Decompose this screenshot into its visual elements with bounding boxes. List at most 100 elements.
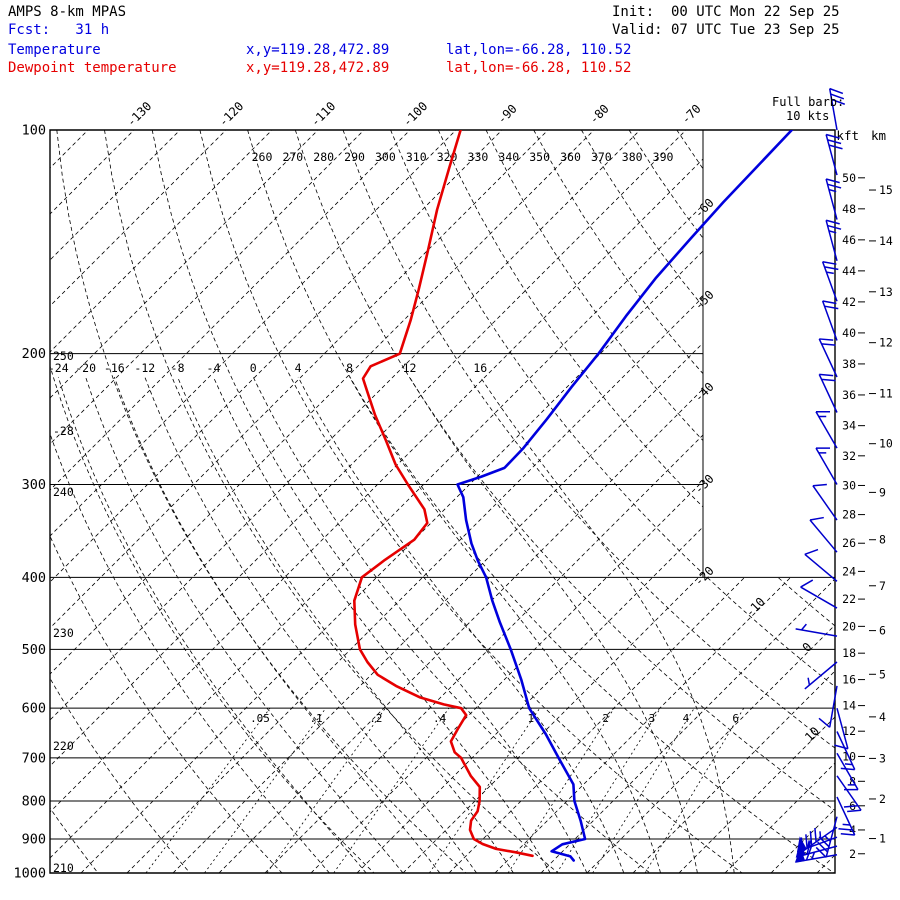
isotherm-right-label: -20: [692, 564, 717, 589]
km-label: 15: [879, 183, 893, 197]
mixing-ratio-label: .4: [433, 712, 447, 725]
dewpoint-curve: [352, 130, 534, 858]
km-title: km: [871, 128, 886, 143]
km-label: 4: [879, 710, 886, 724]
moist-adiabat-lines: [50, 376, 735, 873]
dewpoint-xy: x,y=119.28,472.89: [246, 60, 390, 76]
kft-label: 24: [842, 564, 856, 578]
mixing-ratio-label: 1: [528, 712, 535, 725]
moist-adiabat-label: -8: [171, 361, 185, 375]
temperature-latlon: lat,lon=-66.28, 110.52: [446, 42, 632, 58]
theta-top-label: 340: [498, 150, 519, 164]
moist-adiabat-label: -20: [75, 361, 96, 375]
km-label: 11: [879, 387, 893, 401]
kft-label: 20: [842, 619, 856, 633]
pressure-axis-label: 500: [22, 642, 46, 658]
kft-label: 50: [842, 171, 856, 185]
kft-label: 32: [842, 449, 856, 463]
theta-top-label: 300: [375, 150, 396, 164]
isotherm-right-label: -60: [692, 196, 717, 221]
sounding-curves: [352, 130, 794, 862]
moist-adiabat-label: -16: [104, 361, 125, 375]
isotherm-top-label: -70: [679, 102, 704, 127]
kft-label: 42: [842, 295, 856, 309]
pressure-axis-label: 300: [22, 477, 46, 493]
km-label: 2: [879, 792, 886, 806]
isotherm-top-label: -90: [495, 102, 520, 127]
pressure-axis-label: 600: [22, 701, 46, 717]
dewpoint-latlon: lat,lon=-66.28, 110.52: [446, 60, 632, 76]
mixing-ratio-label: 6: [732, 712, 739, 725]
kft-label: 46: [842, 233, 856, 247]
theta-top-label: 260: [252, 150, 273, 164]
isotherm-lines: [50, 130, 835, 873]
mixing-ratio-label: .05: [250, 712, 270, 725]
pressure-axis-label: 1000: [13, 866, 46, 882]
pressure-lines: [50, 129, 835, 874]
temperature-legend-label: Temperature: [8, 42, 101, 58]
moist-adiabat-label: 12: [403, 361, 417, 375]
moist-adiabat-label: 4: [295, 361, 302, 375]
init-time: Init: 00 UTC Mon 22 Sep 25: [612, 4, 840, 20]
isotherm-right-label: 0: [800, 640, 815, 655]
km-label: 12: [879, 336, 893, 350]
temperature-xy: x,y=119.28,472.89: [246, 42, 390, 58]
theta-left-label: 210: [53, 861, 74, 875]
kft-label: 16: [842, 673, 856, 687]
kft-label: 18: [842, 646, 856, 660]
theta-top-label: 370: [591, 150, 612, 164]
isotherm-top-label: -120: [216, 99, 246, 129]
kft-label: 48: [842, 202, 856, 216]
kft-label: 22: [842, 592, 856, 606]
kft-label: 38: [842, 357, 856, 371]
mixing-ratio-label: 2: [602, 712, 609, 725]
pressure-axis-label: 400: [22, 570, 46, 586]
wind-barbs: [794, 87, 862, 863]
moist-adiabat-label: 0: [250, 361, 257, 375]
kft-label: 30: [842, 478, 856, 492]
pressure-axis-label: 100: [22, 123, 46, 139]
mixing-ratio-label: 3: [649, 712, 656, 725]
height-scale: kft km50484644424038363432302826242220181…: [836, 128, 893, 861]
valid-time: Valid: 07 UTC Tue 23 Sep 25: [612, 22, 840, 38]
isotherm-top-label: -100: [400, 99, 430, 129]
moist-adiabat-label: 16: [473, 361, 487, 375]
dry-adiabat-lines: [50, 130, 835, 873]
kft-label: 12: [842, 724, 856, 738]
kft-label: 44: [842, 264, 856, 278]
forecast-hour: Fcst: 31 h: [8, 22, 110, 38]
moist-adiabat-label: 8: [346, 361, 353, 375]
theta-top-label: 380: [622, 150, 643, 164]
km-label: 7: [879, 579, 886, 593]
background-grid: [50, 130, 835, 873]
kft-label: 40: [842, 326, 856, 340]
km-label: 10: [879, 437, 893, 451]
km-label: 5: [879, 667, 886, 681]
km-label: 6: [879, 624, 886, 638]
theta-top-label: 350: [529, 150, 550, 164]
isotherm-right-label: -40: [692, 380, 717, 405]
mixing-ratio-label: 4: [683, 712, 690, 725]
isotherm-top-label: -80: [587, 102, 612, 127]
pressure-axis-label: 800: [22, 793, 46, 809]
barb-legend-line2: 10 kts: [786, 109, 830, 123]
theta-top-label: 280: [313, 150, 334, 164]
kft-label: 28: [842, 508, 856, 522]
mixing-ratio-label: .2: [369, 712, 382, 725]
isotherm-right-label: -50: [692, 288, 717, 313]
plot-frame: [49, 129, 836, 874]
moist-adiabat-label: -28: [53, 424, 74, 438]
pressure-axis-label: 200: [22, 346, 46, 362]
mixing-ratio-lines: [145, 707, 745, 873]
kft-title: kft: [836, 128, 859, 143]
theta-top-label: 290: [344, 150, 365, 164]
km-label: 14: [879, 234, 893, 248]
km-label: 9: [879, 485, 886, 499]
kft-label: 14: [842, 699, 856, 713]
theta-left-label: 240: [53, 485, 74, 499]
theta-left-label: 220: [53, 739, 74, 753]
theta-top-label: 270: [282, 150, 303, 164]
km-label: 13: [879, 285, 893, 299]
